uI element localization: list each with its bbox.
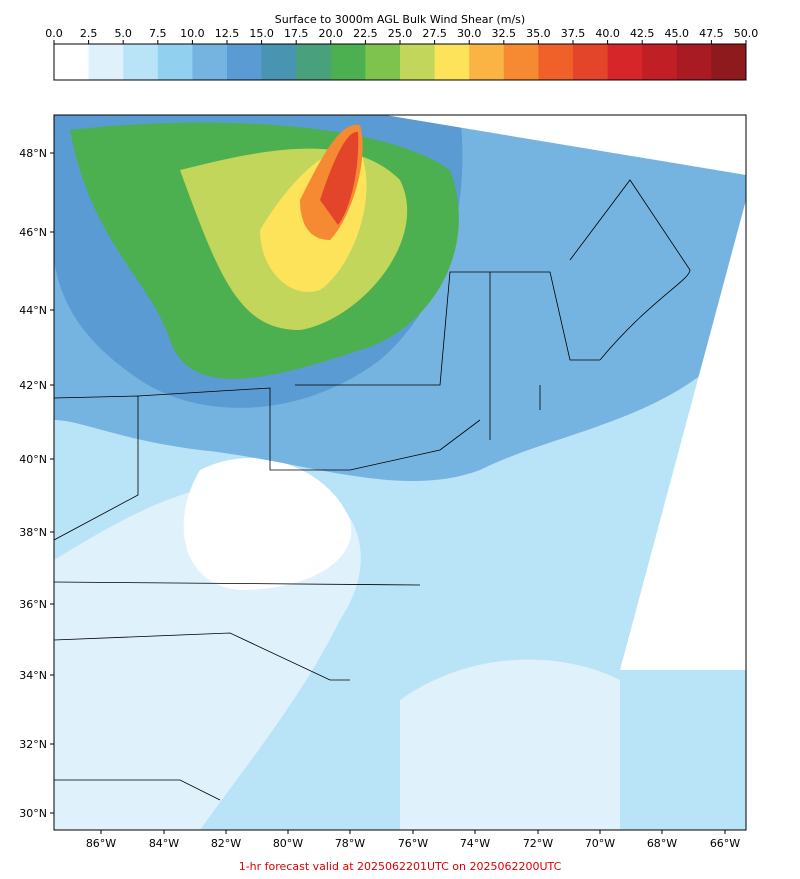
colorbar-title: Surface to 3000m AGL Bulk Wind Shear (m/…: [275, 13, 525, 26]
colorbar-tick-label: 20.0: [319, 27, 344, 40]
colorbar-tick-label: 22.5: [353, 27, 378, 40]
colorbar-bin: [573, 44, 609, 80]
colorbar-tick-label: 10.0: [180, 27, 205, 40]
colorbar-tick-label: 37.5: [561, 27, 586, 40]
colorbar-tick-label: 2.5: [80, 27, 98, 40]
colorbar-tick-label: 42.5: [630, 27, 655, 40]
lat-label: 38°N: [19, 526, 47, 539]
lon-label: 66°W: [710, 837, 740, 850]
field: [54, 115, 746, 830]
lat-label: 36°N: [19, 598, 47, 611]
colorbar-bin: [227, 44, 263, 80]
colorbar-tick-label: 47.5: [699, 27, 724, 40]
lon-label: 74°W: [460, 837, 490, 850]
lon-label: 80°W: [273, 837, 303, 850]
colorbar-bin: [192, 44, 228, 80]
colorbar-tick-label: 7.5: [149, 27, 167, 40]
colorbar-bin: [642, 44, 678, 80]
colorbar-bin: [123, 44, 159, 80]
lon-label: 72°W: [523, 837, 553, 850]
colorbar-tick-label: 17.5: [284, 27, 309, 40]
lat-label: 48°N: [19, 147, 47, 160]
colorbar-bin: [296, 44, 332, 80]
colorbar-bin: [261, 44, 297, 80]
lat-label: 40°N: [19, 453, 47, 466]
colorbar-tick-label: 25.0: [388, 27, 413, 40]
lon-label: 84°W: [149, 837, 179, 850]
colorbar-bin: [607, 44, 643, 80]
lat-label: 34°N: [19, 669, 47, 682]
footer: 1-hr forecast valid at 2025062201UTC on …: [239, 860, 562, 873]
colorbar-tick-label: 40.0: [595, 27, 620, 40]
colorbar-bin: [157, 44, 193, 80]
colorbar-bin: [676, 44, 712, 80]
colorbar-bin: [88, 44, 124, 80]
colorbar-bin: [54, 44, 90, 80]
colorbar-tick-label: 0.0: [45, 27, 63, 40]
colorbar-tick-label: 50.0: [734, 27, 759, 40]
lon-label: 68°W: [647, 837, 677, 850]
colorbar-bin: [400, 44, 436, 80]
colorbar-tick-label: 30.0: [457, 27, 482, 40]
colorbar-bin: [503, 44, 539, 80]
colorbar-tick-label: 5.0: [114, 27, 132, 40]
colorbar-bin: [469, 44, 505, 80]
lat-label: 44°N: [19, 304, 47, 317]
lon-label: 70°W: [585, 837, 615, 850]
lon-label: 76°W: [398, 837, 428, 850]
colorbar-bin: [365, 44, 401, 80]
colorbar-bin: [434, 44, 470, 80]
colorbar-tick-label: 45.0: [665, 27, 690, 40]
lon-label: 78°W: [335, 837, 365, 850]
lon-label: 82°W: [211, 837, 241, 850]
colorbar-bin: [538, 44, 574, 80]
lat-label: 46°N: [19, 226, 47, 239]
lat-label: 32°N: [19, 738, 47, 751]
colorbar-tick-label: 27.5: [422, 27, 447, 40]
lat-label: 42°N: [19, 379, 47, 392]
colorbar-bin: [711, 44, 747, 80]
lon-label: 86°W: [86, 837, 116, 850]
colorbar-tick-label: 12.5: [215, 27, 240, 40]
map-frame: [53, 114, 747, 831]
colorbar-tick-label: 35.0: [526, 27, 551, 40]
colorbar-tick-label: 32.5: [492, 27, 517, 40]
colorbar-bin: [330, 44, 366, 80]
colorbar-tick-label: 15.0: [249, 27, 274, 40]
lat-label: 30°N: [19, 807, 47, 820]
